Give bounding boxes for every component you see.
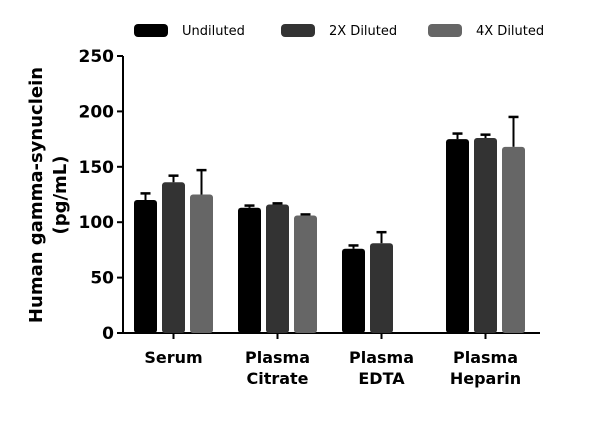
x-category-label: Plasma	[245, 348, 310, 367]
bar	[162, 182, 185, 333]
legend-label: 4X Diluted	[476, 24, 544, 39]
bar	[370, 243, 393, 333]
y-tick-label: 200	[79, 102, 115, 122]
y-tick-label: 100	[79, 213, 115, 233]
bar	[502, 146, 525, 333]
bar	[134, 200, 157, 333]
y-tick-label: 250	[79, 47, 115, 67]
x-category-label: Serum	[144, 348, 202, 367]
bars	[134, 115, 525, 333]
y-tick-label: 0	[102, 324, 114, 344]
x-category-label: Plasma	[349, 348, 414, 367]
y-tick-label: 50	[90, 269, 114, 289]
axes: 0 50 100 150 200 250 Serum Plasma Citrate Plasma E…	[79, 47, 540, 388]
legend: Undiluted 2X Diluted 4X Diluted	[134, 24, 544, 39]
y-axis-label-line2: (pg/mL)	[50, 155, 71, 234]
y-tick-label: 150	[79, 158, 115, 178]
x-category-label: Heparin	[450, 369, 521, 388]
x-category-label: Plasma	[453, 348, 518, 367]
legend-swatch	[134, 24, 168, 37]
x-category-label: Citrate	[246, 369, 308, 388]
bar	[238, 207, 261, 333]
legend-label: Undiluted	[182, 24, 245, 39]
bar	[294, 215, 317, 333]
bar	[342, 248, 365, 333]
legend-label: 2X Diluted	[329, 24, 397, 39]
bar	[190, 194, 213, 333]
bar	[446, 139, 469, 333]
legend-swatch	[281, 24, 315, 37]
bar	[474, 137, 497, 333]
y-axis-label-line1: Human gamma-synuclein	[26, 67, 47, 323]
x-category-label: EDTA	[358, 369, 405, 388]
bar	[266, 204, 289, 333]
legend-swatch	[428, 24, 462, 37]
